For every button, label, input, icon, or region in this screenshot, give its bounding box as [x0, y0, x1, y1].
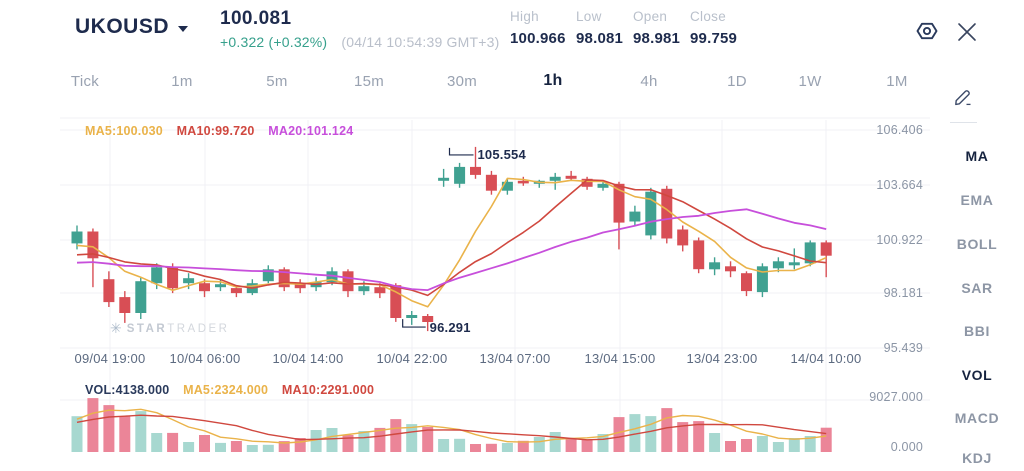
- time-tick: 10/04 14:00: [272, 351, 344, 366]
- time-tick: 09/04 19:00: [74, 351, 146, 366]
- current-price: 100.081: [220, 8, 292, 29]
- stat-value: 98.081: [576, 30, 624, 47]
- sidebar-item-ema[interactable]: EMA: [960, 192, 994, 208]
- price-subrow: +0.322 (+0.32%) (04/14 10:54:39 GMT+3): [220, 34, 500, 50]
- low-annotation: 96.291: [429, 320, 471, 336]
- stat-value: 99.759: [690, 30, 738, 47]
- legend-ma10: MA10:99.720: [176, 124, 255, 138]
- settings-button[interactable]: [913, 17, 941, 45]
- price-change: +0.322 (+0.32%): [220, 34, 328, 50]
- stat-label: Close: [690, 9, 727, 24]
- stat-label: High: [510, 9, 539, 24]
- close-button[interactable]: [955, 20, 979, 44]
- time-tick: 13/04 23:00: [686, 351, 758, 366]
- chevron-down-icon: [178, 25, 189, 32]
- watermark-trader-text: TRADER: [167, 322, 230, 335]
- tab-30m[interactable]: 30m: [446, 73, 478, 90]
- symbol-selector[interactable]: UKOUSD: [75, 15, 189, 39]
- close-icon: [958, 23, 976, 41]
- watermark: ✳ STAR TRADER: [110, 320, 229, 337]
- stat-open: Open 98.981: [633, 9, 703, 47]
- price-tick: 106.406: [876, 123, 923, 137]
- stat-close: Close 99.759: [690, 9, 760, 47]
- sidebar-divider: [950, 122, 977, 123]
- sidebar-item-macd[interactable]: MACD: [954, 410, 1000, 426]
- sidebar-item-vol[interactable]: VOL: [961, 367, 993, 383]
- volume-tick: 0.000: [890, 440, 923, 454]
- stat-low: Low 98.081: [576, 9, 646, 47]
- sidebar-item-ma[interactable]: MA: [965, 148, 989, 164]
- legend-vol-ma10: MA10:2291.000: [281, 383, 375, 397]
- time-tick: 13/04 15:00: [584, 351, 656, 366]
- symbol-name: UKOUSD: [75, 15, 170, 38]
- stat-value: 100.966: [510, 30, 566, 47]
- price-tick: 95.439: [883, 341, 923, 355]
- tab-1h[interactable]: 1h: [543, 72, 563, 89]
- sidebar-item-kdj[interactable]: KDJ: [962, 450, 992, 466]
- price-ma-legend: MA5:100.030 MA10:99.720 MA20:101.124: [85, 124, 363, 138]
- star-icon: ✳: [110, 320, 122, 336]
- stat-value: 98.981: [633, 30, 681, 47]
- tab-1d[interactable]: 1D: [727, 73, 747, 90]
- stat-label: Open: [633, 9, 668, 24]
- tab-1m[interactable]: 1M: [886, 73, 908, 90]
- time-tick: 13/04 07:00: [479, 351, 551, 366]
- tab-4h[interactable]: 4h: [640, 73, 658, 90]
- sidebar-item-boll[interactable]: BOLL: [956, 236, 998, 252]
- volume-legend: VOL:4138.000 MA5:2324.000 MA10:2291.000: [85, 383, 384, 397]
- sidebar-item-bbi[interactable]: BBI: [964, 323, 990, 339]
- tab-15m[interactable]: 15m: [353, 73, 385, 90]
- time-tick: 10/04 06:00: [169, 351, 241, 366]
- price-tick: 98.181: [883, 286, 923, 300]
- watermark-star-text: STAR: [126, 322, 168, 335]
- tab-5m[interactable]: 5m: [266, 73, 288, 90]
- legend-vol-ma5: MA5:2324.000: [183, 383, 269, 397]
- volume-tick: 9027.000: [869, 390, 923, 404]
- tab-1m[interactable]: 1m: [171, 73, 193, 90]
- quote-timestamp: (04/14 10:54:39 GMT+3): [341, 34, 500, 50]
- sidebar-item-sar[interactable]: SAR: [961, 280, 993, 296]
- legend-ma20: MA20:101.124: [268, 124, 354, 138]
- high-annotation: 105.554: [477, 146, 526, 162]
- stat-label: Low: [576, 9, 602, 24]
- tab-1w[interactable]: 1W: [798, 73, 822, 90]
- hex-nut-settings-icon: [916, 22, 938, 40]
- price-tick: 100.922: [876, 233, 923, 247]
- legend-vol: VOL:4138.000: [85, 383, 170, 397]
- tab-tick[interactable]: Tick: [70, 73, 100, 90]
- pencil-icon: [955, 90, 971, 106]
- legend-ma5: MA5:100.030: [85, 124, 163, 138]
- stat-high: High 100.966: [510, 9, 580, 47]
- price-tick: 103.664: [876, 178, 923, 192]
- time-tick: 14/04 10:00: [790, 351, 862, 366]
- time-tick: 10/04 22:00: [376, 351, 448, 366]
- edit-indicators-button[interactable]: [952, 86, 974, 108]
